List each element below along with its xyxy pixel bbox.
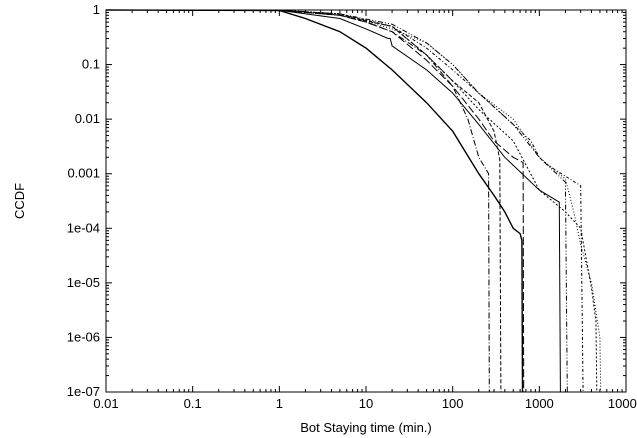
y-tick-label: 1e-04 bbox=[67, 220, 100, 235]
x-tick-label: 0.1 bbox=[184, 396, 202, 411]
y-tick-label: 0.001 bbox=[67, 166, 100, 181]
y-tick-label: 1 bbox=[93, 2, 100, 17]
y-axis-label: CCDF bbox=[12, 183, 27, 219]
y-tick-label: 1e-06 bbox=[67, 329, 100, 344]
series-line-5 bbox=[105, 9, 502, 393]
x-tick-label: 1000 bbox=[525, 396, 554, 411]
x-tick-label: 0.01 bbox=[93, 396, 118, 411]
axis-ticks bbox=[105, 9, 627, 393]
x-tick-label: 10000 bbox=[608, 396, 637, 411]
tick-labels: 0.01 0.1 1 10 100 1000 10000 1 0.1 0.01 0.001 1e-04… bbox=[67, 2, 637, 411]
series-line-1 bbox=[105, 9, 524, 393]
y-tick-label: 0.01 bbox=[75, 111, 100, 126]
series-line-4 bbox=[105, 9, 525, 393]
x-axis-label: Bot Staying time (min.) bbox=[300, 420, 432, 435]
series-line-6 bbox=[105, 9, 598, 393]
series-group bbox=[105, 9, 602, 393]
y-tick-label: 0.1 bbox=[82, 57, 100, 72]
series-line-7 bbox=[105, 9, 602, 393]
x-tick-label: 10 bbox=[359, 396, 373, 411]
series-line-9 bbox=[105, 9, 584, 393]
x-tick-label: 1 bbox=[276, 396, 283, 411]
y-tick-label: 1e-07 bbox=[67, 384, 100, 399]
y-tick-label: 1e-05 bbox=[67, 275, 100, 290]
series-line-3 bbox=[105, 9, 490, 393]
x-tick-label: 100 bbox=[442, 396, 464, 411]
plot-frame bbox=[105, 9, 627, 393]
series-line-2 bbox=[105, 9, 561, 393]
